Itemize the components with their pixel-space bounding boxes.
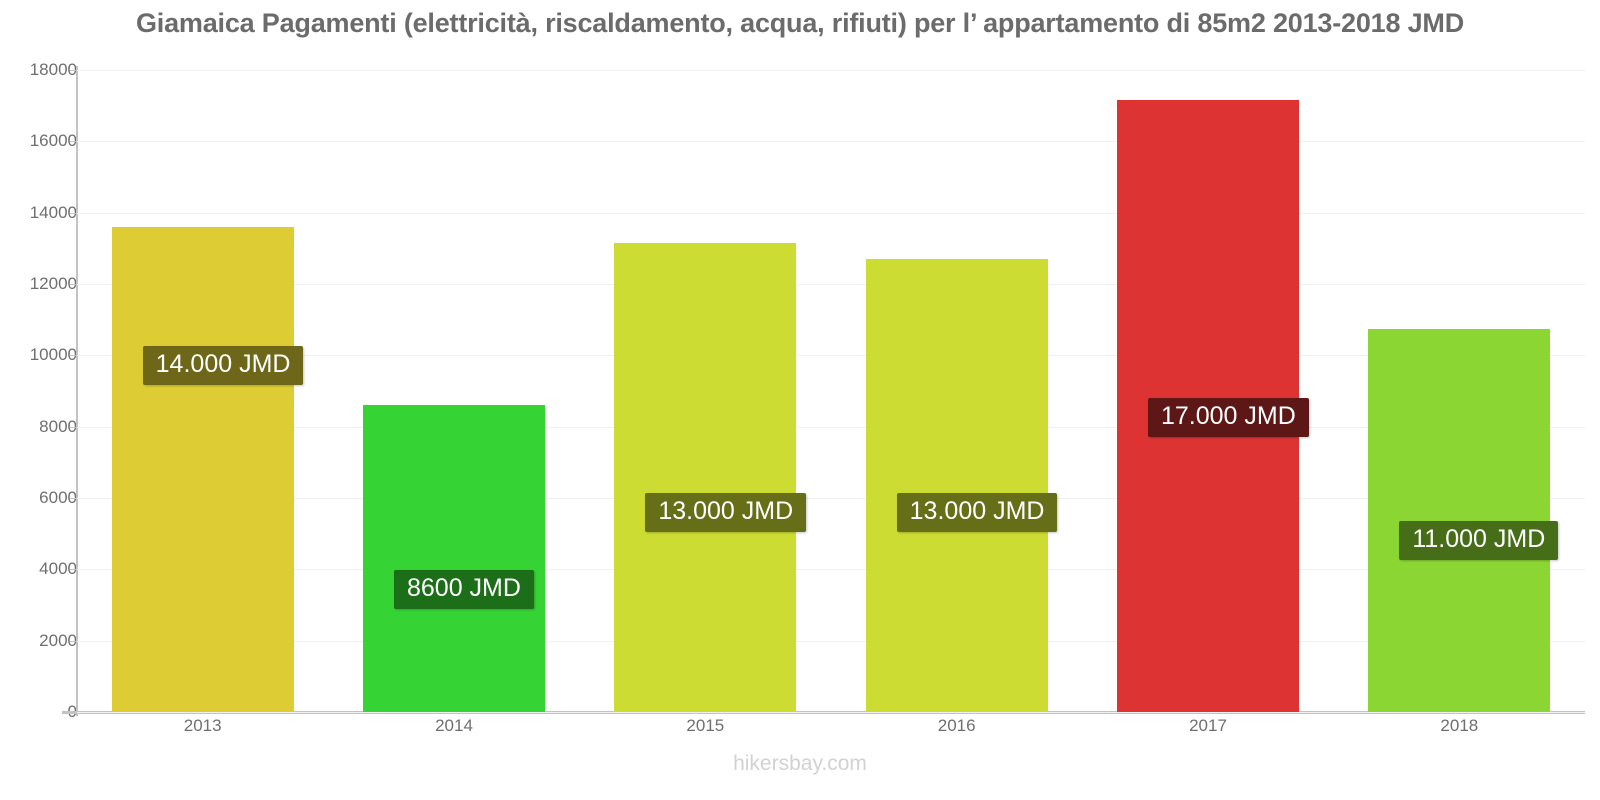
bar-value-label: 14.000 JMD: [142, 346, 304, 385]
bar[interactable]: [111, 226, 294, 712]
gridline: [77, 70, 1585, 71]
gridline: [77, 640, 1585, 642]
x-axis-tick-label: 2016: [937, 716, 976, 735]
plot-area: 14.000 JMD 8600 JMD 13.000 JMD 13.000 JMD 17…: [77, 70, 1585, 713]
gridline: [77, 141, 1585, 143]
chart-title: Giamaica Pagamenti (elettricità, riscald…: [136, 8, 1464, 38]
y-axis-tick-label: 6000: [39, 488, 77, 507]
y-axis-tick-label: 18000: [29, 60, 77, 79]
y-axis-tick-label: 4000: [39, 559, 77, 579]
y-axis-tick-label: 12000: [29, 274, 77, 293]
gridline: [77, 569, 1585, 571]
bar[interactable]: [614, 242, 797, 712]
bar-group[interactable]: 17.000 JMD: [1117, 70, 1309, 712]
y-axis-tick-mark: [70, 498, 77, 499]
y-axis-tick-mark: [70, 640, 77, 642]
bar[interactable]: [865, 259, 1048, 712]
y-axis-tick-label: 10000: [29, 345, 77, 365]
x-axis-tick-label: 2013: [183, 716, 222, 735]
bar-group[interactable]: 8600 JMD: [363, 70, 545, 712]
bar-group[interactable]: 11.000 JMD: [1368, 70, 1559, 712]
y-axis-tick-label: 2000: [39, 630, 77, 650]
x-axis-tick-label: 2014: [435, 716, 473, 735]
y-axis-tick-mark: [70, 355, 77, 357]
gridline: [77, 712, 1585, 713]
x-axis-tick-label: 2017: [1189, 716, 1227, 735]
gridline: [77, 212, 1585, 214]
y-axis-tick-mark: [70, 284, 77, 285]
y-axis-tick-mark: [70, 212, 77, 214]
bar-group[interactable]: 13.000 JMD: [614, 70, 807, 712]
y-axis-tick-mark: [70, 569, 77, 571]
bar-value-label: 13.000 JMD: [896, 493, 1058, 532]
bar-value-label: 13.000 JMD: [645, 493, 807, 532]
bar-value-label: 11.000 JMD: [1399, 521, 1559, 560]
x-axis-tick-label: 2018: [1440, 716, 1479, 735]
gridline: [77, 498, 1585, 499]
y-axis-tick-label: 16000: [29, 131, 77, 151]
gridline: [77, 284, 1585, 285]
bar-value-label: 17.000 JMD: [1148, 398, 1309, 437]
bar-value-label: 8600 JMD: [394, 570, 534, 609]
y-axis-line: [76, 66, 78, 716]
gridline: [77, 355, 1585, 357]
x-axis-tick-label: 2015: [686, 716, 725, 735]
y-axis-tick-mark: [70, 70, 77, 71]
y-axis: 18000 16000 14000 12000 10000 8000 6000 4000 200…: [0, 0, 77, 800]
chart-footer-attribution: hikersbay.com: [733, 752, 867, 775]
bar-group[interactable]: 14.000 JMD: [111, 70, 304, 712]
y-axis-tick-mark: [70, 141, 77, 143]
y-axis-tick-mark: [70, 426, 77, 428]
bar[interactable]: [363, 405, 545, 712]
bar-group[interactable]: 13.000 JMD: [865, 70, 1058, 712]
y-axis-tick-label: 8000: [39, 416, 77, 436]
gridline: [77, 426, 1585, 428]
y-axis-tick-label: 14000: [29, 202, 77, 222]
bar[interactable]: [1368, 328, 1551, 712]
